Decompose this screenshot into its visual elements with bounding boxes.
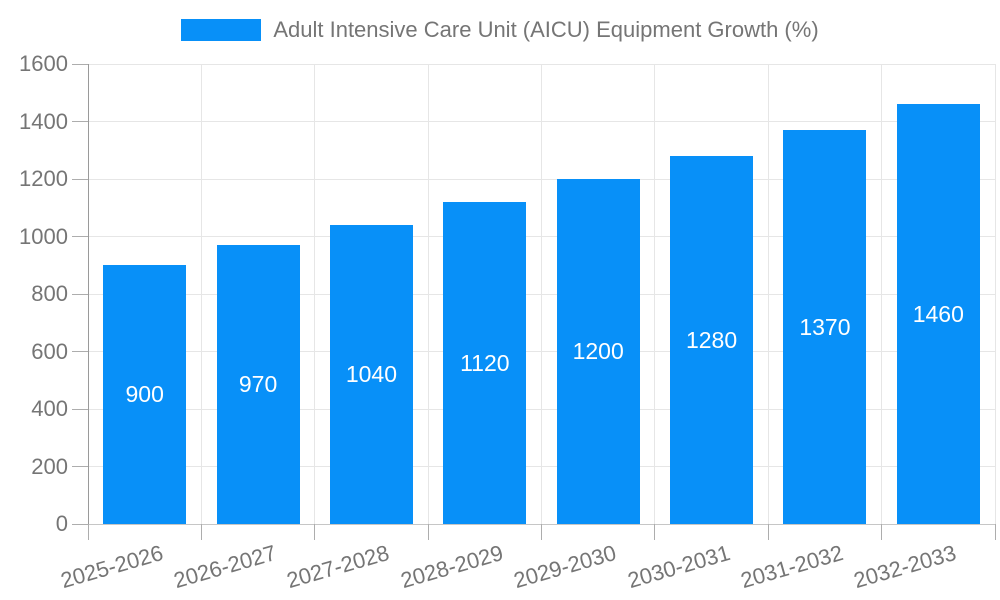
y-tick — [72, 408, 88, 410]
legend-label: Adult Intensive Care Unit (AICU) Equipme… — [273, 17, 819, 42]
y-tick-label: 1000 — [19, 223, 68, 249]
x-tick — [767, 524, 769, 540]
bar-value-label: 1040 — [345, 361, 398, 387]
x-tick — [881, 524, 883, 540]
y-tick — [72, 293, 88, 295]
y-tick-label: 400 — [31, 396, 68, 421]
y-tick — [72, 236, 88, 237]
v-gridline — [881, 64, 883, 524]
bar-2029-2030: 1200 — [556, 179, 640, 524]
v-gridline — [314, 64, 316, 524]
v-gridline — [427, 64, 429, 524]
x-tick — [200, 524, 202, 540]
x-tick — [654, 524, 656, 540]
v-gridline — [200, 64, 202, 524]
x-tick — [994, 524, 996, 540]
y-tick-label: 0 — [55, 511, 68, 536]
legend: Adult Intensive Care Unit (AICU) Equipme… — [0, 15, 1000, 45]
x-tick — [541, 524, 542, 540]
bar-value-label: 1120 — [460, 349, 510, 376]
bar-2030-2031: 1280 — [670, 156, 754, 524]
bar-2031-2032: 1370 — [783, 130, 867, 524]
bar-value-label: 1280 — [685, 326, 738, 353]
bar-2032-2033: 1460 — [896, 104, 980, 524]
bar-value-label: 900 — [125, 381, 164, 408]
bar-value-label: 970 — [238, 371, 278, 398]
x-tick — [314, 524, 316, 540]
y-tick — [72, 523, 88, 525]
bar-2025-2026: 900 — [103, 265, 187, 524]
y-tick — [72, 351, 88, 352]
bar-value-label: 1370 — [799, 313, 851, 340]
v-gridline — [994, 64, 996, 524]
bar-2028-2029: 1120 — [443, 202, 527, 524]
y-tick — [72, 63, 88, 65]
v-gridline — [767, 64, 769, 524]
y-tick-label: 600 — [31, 338, 68, 364]
bar-value-label: 1200 — [572, 338, 624, 364]
y-tick — [72, 121, 88, 122]
bar-2027-2028: 1040 — [329, 225, 413, 524]
x-tick — [427, 524, 429, 540]
legend-swatch — [181, 19, 262, 41]
y-tick-label: 1600 — [19, 51, 68, 76]
y-axis-line — [87, 64, 89, 524]
x-tick — [87, 524, 89, 540]
y-tick — [72, 466, 88, 467]
bar-2026-2027: 970 — [216, 245, 300, 524]
y-tick — [72, 178, 88, 180]
v-gridline — [654, 64, 656, 524]
v-gridline — [541, 64, 542, 524]
y-tick-label: 200 — [31, 453, 68, 479]
y-tick-label: 1200 — [19, 166, 68, 191]
bar-value-label: 1460 — [912, 300, 964, 327]
y-tick-label: 800 — [31, 281, 68, 306]
y-tick-label: 1400 — [19, 108, 68, 134]
